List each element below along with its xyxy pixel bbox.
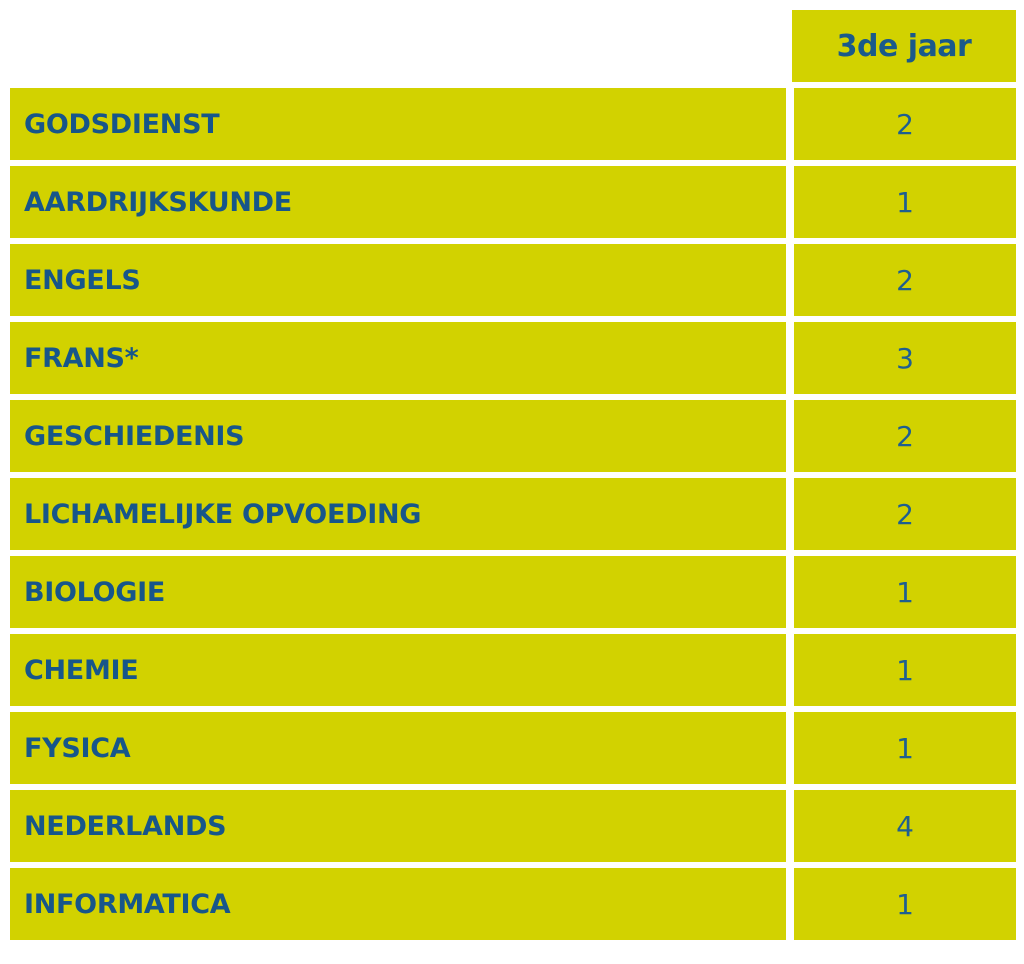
subject-table: GODSDIENST 2 AARDRIJKSKUNDE 1 ENGELS 2 F… <box>10 88 1016 940</box>
table-row: FRANS* 3 <box>10 322 1016 394</box>
table-row: CHEMIE 1 <box>10 634 1016 706</box>
table-row: AARDRIJKSKUNDE 1 <box>10 166 1016 238</box>
table-row: NEDERLANDS 4 <box>10 790 1016 862</box>
table-row: FYSICA 1 <box>10 712 1016 784</box>
subject-name: LICHAMELIJKE OPVOEDING <box>10 478 786 550</box>
subject-name: FRANS* <box>10 322 786 394</box>
subject-name: INFORMATICA <box>10 868 786 940</box>
column-header-3de-jaar: 3de jaar <box>792 10 1016 82</box>
hours-value: 2 <box>794 478 1016 550</box>
subject-name: BIOLOGIE <box>10 556 786 628</box>
subject-name: NEDERLANDS <box>10 790 786 862</box>
subject-name: GESCHIEDENIS <box>10 400 786 472</box>
table-row: LICHAMELIJKE OPVOEDING 2 <box>10 478 1016 550</box>
hours-value: 1 <box>794 634 1016 706</box>
subject-name: FYSICA <box>10 712 786 784</box>
table-row: ENGELS 2 <box>10 244 1016 316</box>
hours-value: 4 <box>794 790 1016 862</box>
subject-name: CHEMIE <box>10 634 786 706</box>
hours-value: 2 <box>794 400 1016 472</box>
hours-value: 2 <box>794 88 1016 160</box>
hours-value: 1 <box>794 556 1016 628</box>
table-row: INFORMATICA 1 <box>10 868 1016 940</box>
hours-value: 1 <box>794 868 1016 940</box>
table-row: BIOLOGIE 1 <box>10 556 1016 628</box>
hours-value: 2 <box>794 244 1016 316</box>
hours-value: 1 <box>794 712 1016 784</box>
table-row: GESCHIEDENIS 2 <box>10 400 1016 472</box>
subject-name: GODSDIENST <box>10 88 786 160</box>
subject-name: AARDRIJKSKUNDE <box>10 166 786 238</box>
hours-value: 1 <box>794 166 1016 238</box>
table-row: GODSDIENST 2 <box>10 88 1016 160</box>
subject-name: ENGELS <box>10 244 786 316</box>
hours-value: 3 <box>794 322 1016 394</box>
